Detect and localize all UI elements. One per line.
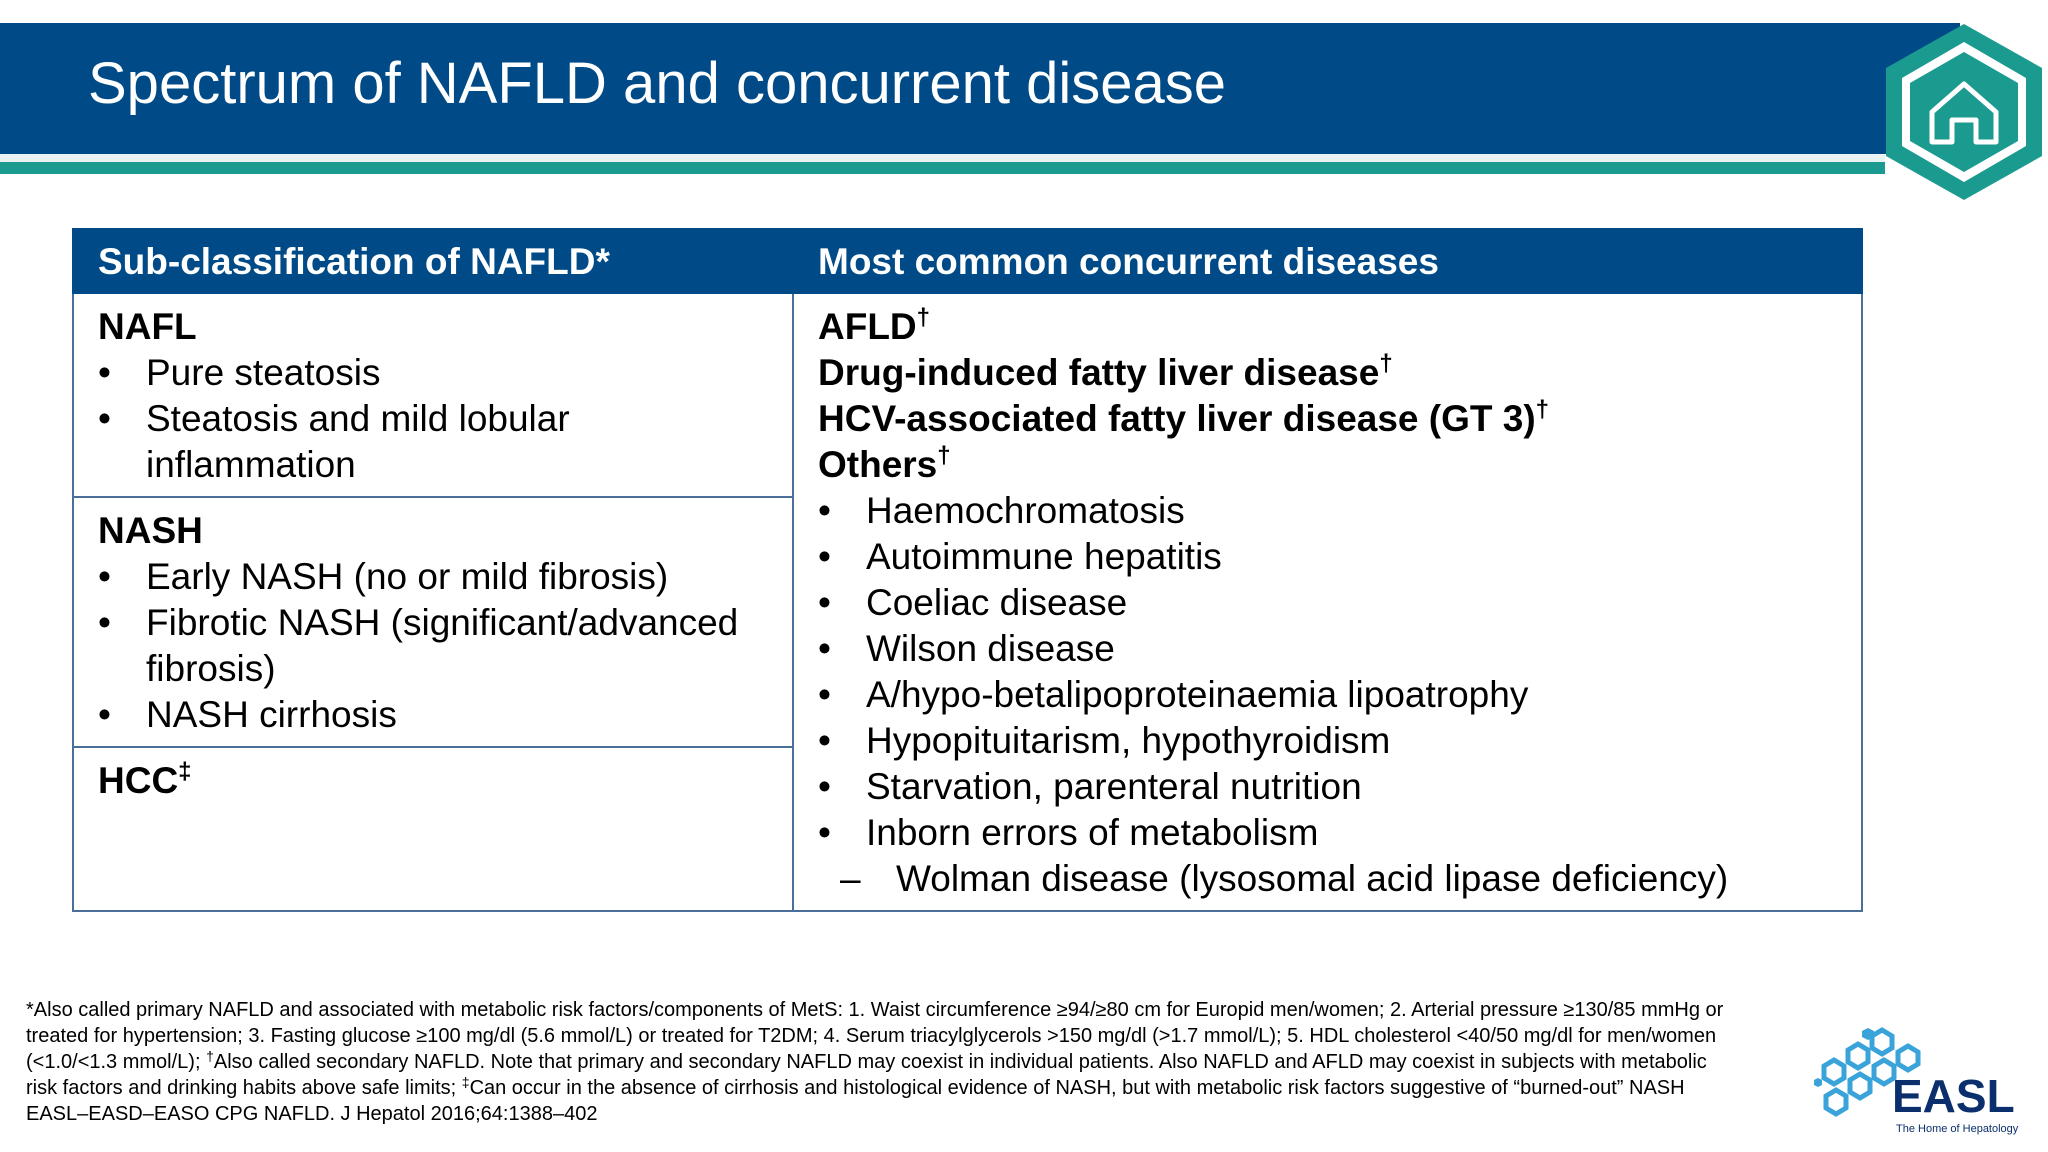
- col1-header: Sub-classification of NAFLD*: [72, 228, 794, 294]
- header-strip-teal: [0, 162, 1885, 174]
- nafl-cell: NAFL Pure steatosis Steatosis and mild l…: [72, 292, 794, 498]
- list-item: Fibrotic NASH (significant/advanced fibr…: [98, 600, 772, 692]
- concurrent-heading: AFLD†: [818, 304, 931, 348]
- list-item: Hypopituitarism, hypothyroidism: [818, 718, 1841, 764]
- nash-title: NASH: [98, 510, 203, 551]
- concurrent-cell: AFLD† Drug-induced fatty liver disease† …: [792, 292, 1863, 912]
- col2-header: Most common concurrent diseases: [792, 228, 1863, 294]
- table-header-row: Sub-classification of NAFLD* Most common…: [72, 228, 1863, 294]
- list-item: Early NASH (no or mild fibrosis): [98, 554, 772, 600]
- list-item: Steatosis and mild lobular inflammation: [98, 396, 772, 488]
- easl-logo-text: EASL: [1892, 1070, 2015, 1122]
- list-item: A/hypo-betalipoproteinaemia lipoatrophy: [818, 672, 1841, 718]
- concurrent-heading: Others†: [818, 442, 951, 486]
- table-row: NAFL Pure steatosis Steatosis and mild l…: [72, 292, 1863, 912]
- hcc-cell: HCC‡: [72, 746, 794, 912]
- hcc-title: HCC‡: [98, 758, 192, 802]
- list-item: Wolman disease (lysosomal acid lipase de…: [818, 856, 1841, 902]
- concurrent-heading: HCV-associated fatty liver disease (GT 3…: [818, 396, 1550, 440]
- nafl-list: Pure steatosis Steatosis and mild lobula…: [98, 350, 772, 488]
- citation: EASL–EASD–EASO CPG NAFLD. J Hepatol 2016…: [26, 1103, 598, 1125]
- list-item: Coeliac disease: [818, 580, 1841, 626]
- table-row: NASH Early NASH (no or mild fibrosis) Fi…: [72, 496, 1862, 748]
- nafl-title: NAFL: [98, 306, 197, 347]
- metabolism-sublist: Wolman disease (lysosomal acid lipase de…: [818, 856, 1841, 902]
- header-strip-light: [0, 154, 1885, 162]
- nash-cell: NASH Early NASH (no or mild fibrosis) Fi…: [72, 496, 794, 748]
- list-item: Inborn errors of metabolism: [818, 810, 1841, 856]
- list-item: Wilson disease: [818, 626, 1841, 672]
- easl-logo-icon: EASL The Home of Hepatology: [1814, 1027, 2019, 1135]
- easl-logo-tagline: The Home of Hepatology: [1896, 1123, 2019, 1135]
- others-list: Haemochromatosis Autoimmune hepatitis Co…: [818, 488, 1841, 856]
- list-item: Haemochromatosis: [818, 488, 1841, 534]
- footnote: *Also called primary NAFLD and associate…: [26, 999, 1724, 1125]
- page-title: Spectrum of NAFLD and concurrent disease: [88, 51, 1226, 116]
- nash-list: Early NASH (no or mild fibrosis) Fibroti…: [98, 554, 772, 738]
- list-item: Pure steatosis: [98, 350, 772, 396]
- home-icon[interactable]: [1880, 20, 2048, 204]
- list-item: Starvation, parenteral nutrition: [818, 764, 1841, 810]
- list-item: NASH cirrhosis: [98, 692, 772, 738]
- list-item: Autoimmune hepatitis: [818, 534, 1841, 580]
- concurrent-heading: Drug-induced fatty liver disease†: [818, 350, 1393, 394]
- table-row: HCC‡: [72, 746, 1862, 912]
- nafld-table: Sub-classification of NAFLD* Most common…: [72, 228, 1863, 912]
- title-bar: [0, 23, 1960, 154]
